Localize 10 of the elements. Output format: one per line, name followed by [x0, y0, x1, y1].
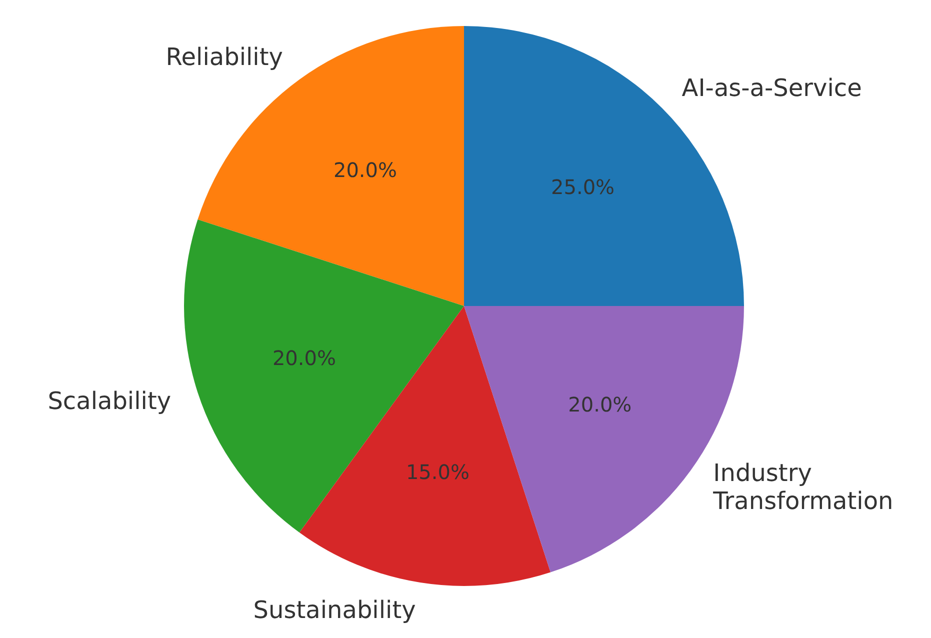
data-label: 20.0% [568, 392, 632, 417]
slice-label: Reliability [166, 42, 283, 71]
data-label: 20.0% [272, 346, 336, 370]
slice-label: Scalability [48, 387, 172, 416]
slice-label: Sustainability [253, 596, 416, 624]
slice-label: AI-as-a-Service [682, 74, 862, 102]
data-label: 25.0% [551, 175, 615, 200]
data-label: 15.0% [406, 460, 470, 484]
data-label: 20.0% [333, 158, 398, 182]
slice-label: Industry Transformation [712, 459, 894, 516]
